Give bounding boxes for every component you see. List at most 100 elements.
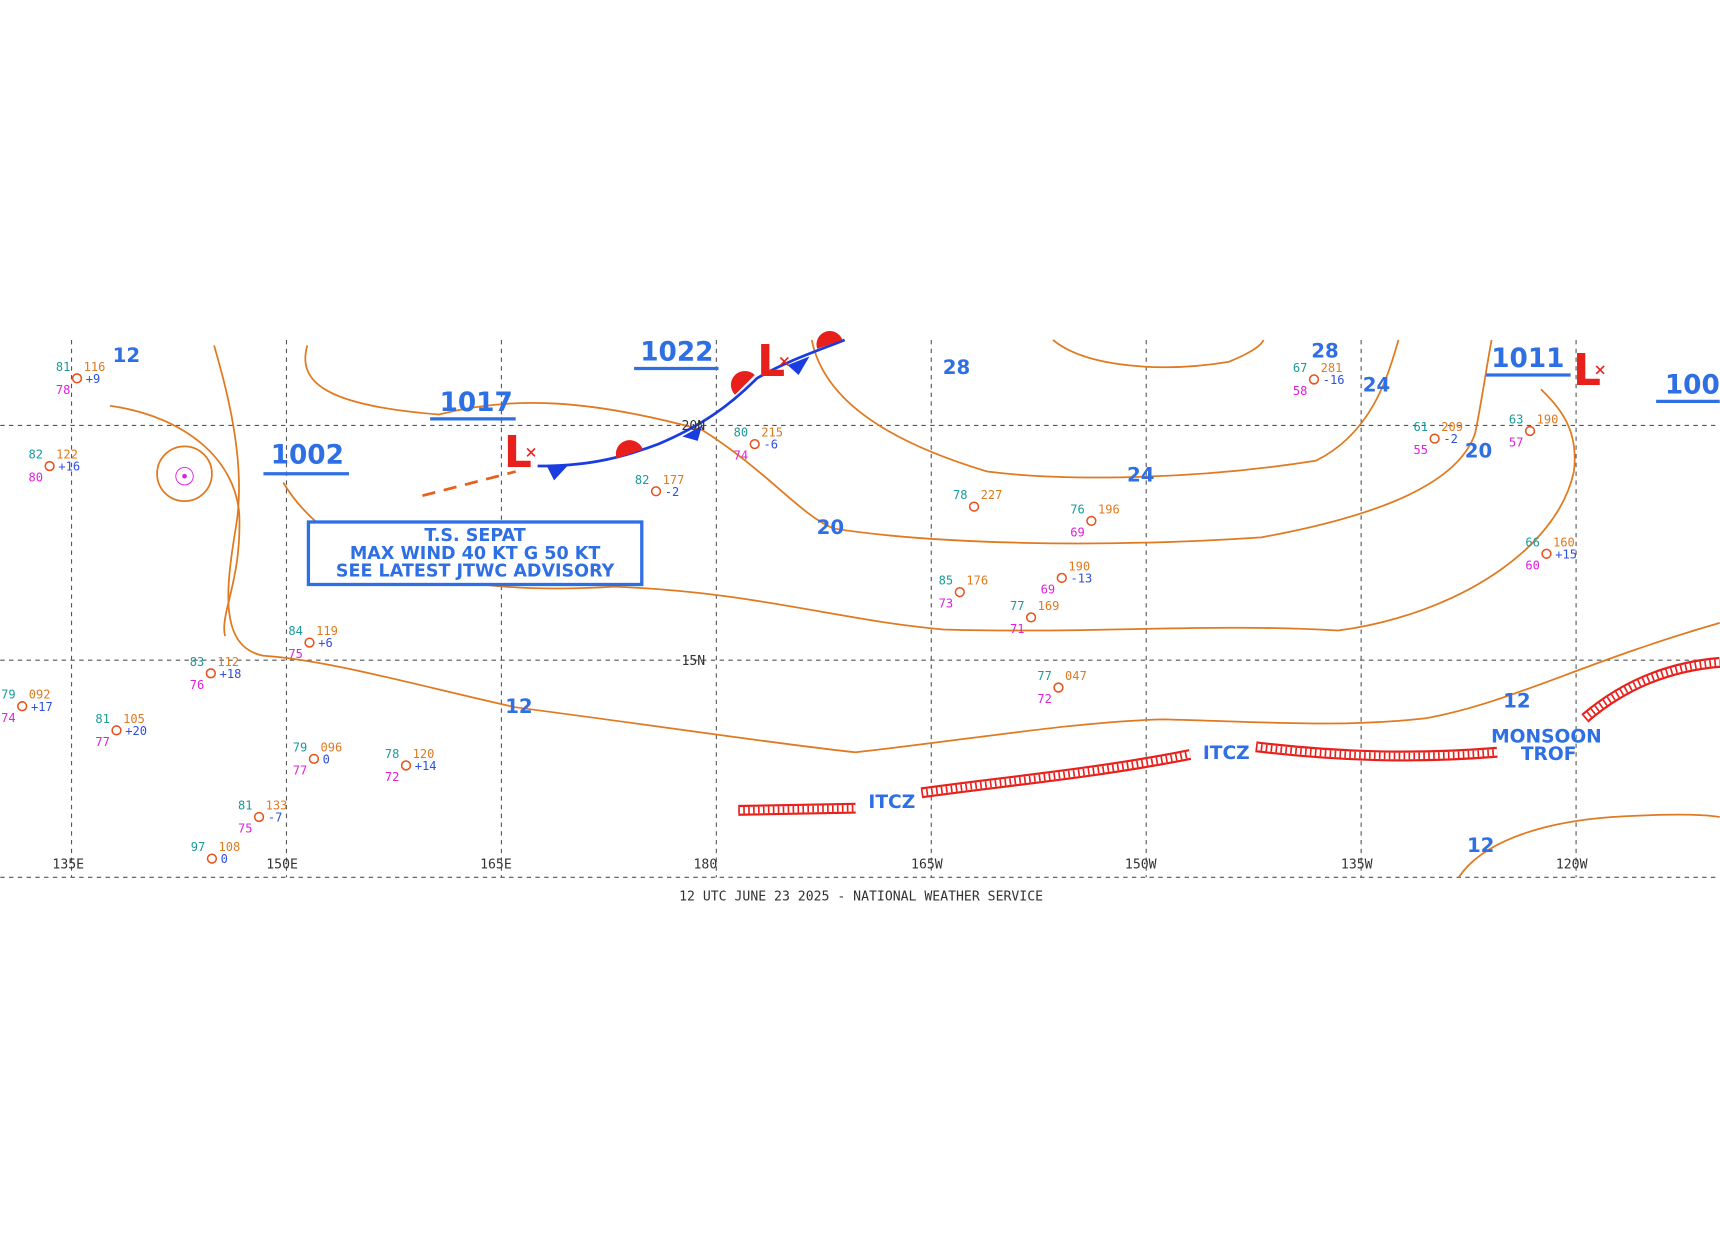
longitude-label: 165E (480, 858, 512, 873)
temperature: 85 (939, 574, 954, 588)
pressure-change: +18 (220, 667, 242, 681)
pressure: 047 (1065, 669, 1087, 683)
pressure: 209 (1441, 420, 1463, 434)
pressure: 215 (761, 426, 783, 440)
advisory-box (306, 520, 644, 587)
pressure-label: 1017 (440, 388, 513, 418)
temperature: 78 (953, 488, 968, 502)
pressure: 122 (56, 448, 78, 462)
temperature: 78 (385, 747, 400, 761)
station (1541, 548, 1552, 559)
pressure-change: +14 (415, 759, 437, 773)
pressure-change: 0 (323, 752, 330, 766)
pressure: 176 (966, 574, 988, 588)
temperature: 66 (1525, 535, 1540, 549)
station (749, 438, 760, 450)
station (1025, 612, 1037, 623)
dewpoint: 72 (385, 770, 400, 784)
pressure-label: 100 (1665, 371, 1720, 401)
feature-label: TROF (1521, 744, 1577, 765)
longitude-label: 180 (694, 858, 718, 873)
station (1308, 374, 1320, 385)
temperature: 80 (734, 426, 749, 440)
temperature: 61 (1414, 420, 1429, 434)
footer: 12 UTC JUNE 23 2025 - NATIONAL WEATHER S… (679, 890, 1043, 905)
isobar-label: 24 (1127, 463, 1154, 486)
pressure-underlines (263, 366, 1720, 476)
dewpoint: 77 (293, 763, 308, 777)
station (71, 373, 83, 384)
pressure-change: +6 (318, 636, 333, 650)
isobar-label: 20 (1465, 439, 1492, 462)
isobar-label: 12 (113, 344, 140, 367)
pressure-change: 0 (221, 852, 228, 866)
temperature: 79 (1, 688, 16, 702)
pressure: 227 (981, 488, 1003, 502)
low-mark: × (1594, 358, 1606, 381)
temperature: 77 (1010, 599, 1025, 613)
low-center: L (1573, 345, 1601, 396)
fronts (422, 330, 846, 497)
pressure-change: -6 (763, 438, 778, 452)
dewpoint: 77 (95, 735, 110, 749)
station (308, 753, 320, 765)
pressure-change: -2 (1443, 432, 1458, 446)
cyclone-symbol: ☉ (175, 454, 195, 493)
station (400, 760, 412, 771)
low-mark: × (525, 440, 537, 463)
pressure-label: 1002 (271, 441, 344, 471)
longitude-label: 150W (1125, 858, 1157, 873)
pressure: 160 (1553, 535, 1575, 549)
dewpoint: 72 (1037, 692, 1052, 706)
pressure-change: +9 (86, 372, 101, 386)
station (1524, 425, 1536, 437)
advisory-line: MAX WIND 40 KT G 50 KT (350, 544, 601, 564)
isobar-label: 28 (943, 356, 970, 379)
pressure-label: 1022 (640, 338, 713, 368)
station (17, 701, 28, 712)
temperature: 81 (56, 360, 71, 374)
dewpoint: 75 (238, 822, 253, 836)
latitude-label: 15N (681, 654, 705, 669)
station (650, 486, 662, 497)
station (968, 501, 980, 512)
longitude-label: 135W (1341, 858, 1373, 873)
pressure: 092 (29, 688, 51, 702)
isobars (109, 339, 1720, 878)
pressure-change: -13 (1071, 572, 1093, 586)
isobar-label: 12 (505, 695, 532, 718)
station (1056, 572, 1067, 584)
longitude-label: 120W (1556, 858, 1588, 873)
temperature: 83 (190, 655, 205, 669)
isobar-label: 12 (1467, 834, 1494, 857)
dewpoint: 69 (1041, 582, 1056, 596)
temperature: 81 (238, 799, 253, 813)
temperature: 63 (1509, 413, 1524, 427)
longitude-label: 135E (52, 858, 84, 873)
temperature: 97 (191, 840, 206, 854)
feature-label: MONSOON (1491, 726, 1602, 747)
dewpoint: 80 (29, 471, 44, 485)
pressure: 190 (1537, 413, 1559, 427)
pressure-change: +16 (58, 460, 80, 474)
isobar-label: 28 (1311, 340, 1338, 363)
dewpoint: 58 (1293, 384, 1308, 398)
station (954, 587, 965, 598)
low-mark: × (778, 349, 790, 372)
station (1086, 515, 1097, 527)
station (253, 811, 265, 823)
pressure-change: -2 (665, 485, 680, 499)
temperature: 79 (293, 740, 308, 754)
dewpoint: 55 (1414, 443, 1429, 457)
isobar-label: 12 (1503, 689, 1530, 712)
isobar-label: 20 (817, 516, 844, 539)
longitude-label: 165W (911, 858, 943, 873)
station (44, 460, 55, 472)
feature-label: ITCZ (1203, 743, 1250, 764)
pressure: 190 (1068, 559, 1090, 573)
pressure: 196 (1098, 502, 1120, 516)
pressure: 108 (218, 840, 240, 854)
pressure-change: -7 (268, 811, 283, 825)
pressure-change: +20 (125, 724, 147, 738)
pressure: 169 (1038, 599, 1060, 613)
